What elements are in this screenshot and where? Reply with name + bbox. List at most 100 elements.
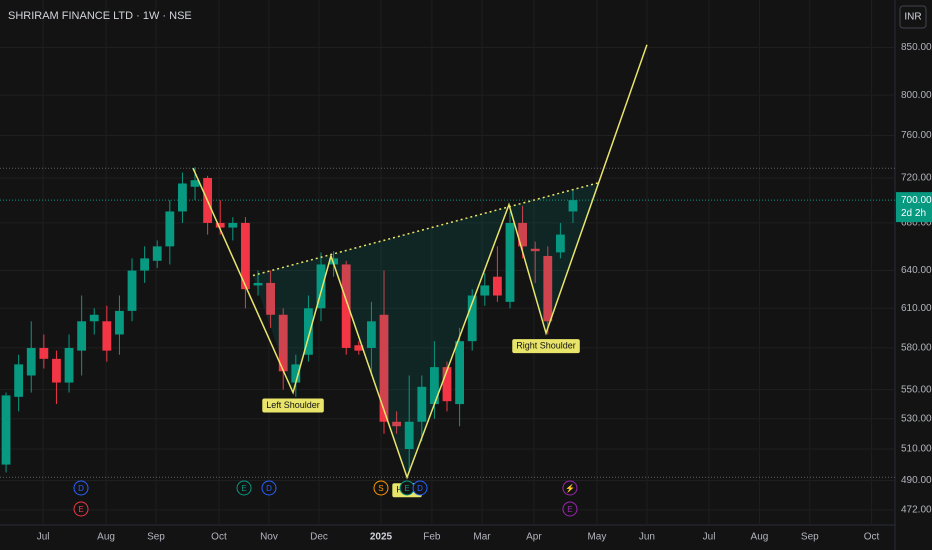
x-tick-label: Mar: [473, 532, 491, 543]
event-label: E: [241, 484, 246, 493]
candle-body: [341, 264, 351, 348]
candle-body: [102, 321, 112, 351]
y-tick-label: 530.00: [901, 413, 932, 424]
y-tick-label: 580.00: [901, 343, 932, 354]
annotation-label: Right Shoulder: [516, 341, 576, 351]
candle-body: [1, 395, 11, 465]
y-tick-label: 490.00: [901, 475, 932, 486]
candle-body: [392, 421, 402, 427]
pattern-fill: [252, 182, 600, 478]
candle-body: [530, 248, 540, 252]
event-icon: [562, 501, 578, 517]
candle-body: [429, 367, 439, 405]
x-tick-label: Oct: [864, 532, 880, 543]
y-tick-label: 720.00: [901, 173, 932, 184]
x-tick-label: Dec: [310, 532, 328, 543]
candle-body: [442, 367, 452, 402]
event-label: D: [78, 484, 84, 493]
x-tick-label: Nov: [260, 532, 278, 543]
x-tick-label: Aug: [751, 532, 769, 543]
candle-body: [190, 180, 200, 187]
candle-body: [379, 314, 389, 422]
candle-body: [14, 364, 24, 397]
candle-body: [89, 314, 99, 322]
candle-body: [215, 222, 225, 228]
y-tick-label: 510.00: [901, 444, 932, 455]
annotation: Left Shoulder: [262, 398, 324, 413]
candle-body: [555, 234, 565, 253]
candle-body: [291, 364, 301, 383]
y-tick-label: 640.00: [901, 265, 932, 276]
event-label: E: [567, 505, 572, 514]
event-label: E: [78, 505, 83, 514]
candle-body: [304, 308, 313, 355]
event-label: D: [417, 484, 423, 493]
x-tick-label: Sep: [147, 532, 165, 543]
candle-body: [77, 321, 87, 351]
candle-body: [417, 386, 427, 422]
candle-body: [480, 285, 490, 296]
candle-body: [455, 341, 465, 405]
event-icon: [562, 480, 578, 496]
candle-body: [467, 295, 477, 342]
candle-body: [492, 276, 502, 296]
candle-body: [64, 347, 74, 383]
last-price-tag: [896, 192, 932, 223]
candle-body: [26, 347, 36, 376]
candle-body: [568, 200, 578, 212]
candle-body: [52, 358, 61, 383]
x-tick-label: Jun: [639, 532, 655, 543]
axes: 472.00 490.00 510.00 530.00 550.00 580.00 610.…: [37, 42, 932, 543]
pattern-line: [192, 44, 648, 480]
annotation-label: Left Shoulder: [266, 400, 320, 410]
x-tick-label: Jul: [703, 532, 716, 543]
candle-body: [278, 314, 288, 372]
y-tick-label: 850.00: [901, 42, 932, 53]
candle-body: [165, 211, 175, 247]
candle-body: [366, 321, 376, 348]
candle-body: [140, 258, 150, 271]
event-label: S: [378, 484, 383, 493]
candle-body: [115, 310, 124, 335]
y-tick-label: 680.00: [901, 218, 932, 229]
event-icon: [261, 480, 277, 496]
candle-body: [404, 421, 414, 450]
event-icon: [73, 501, 89, 517]
candle-body: [152, 246, 162, 261]
last-price-label: 700.00: [901, 195, 932, 206]
event-icon: [412, 480, 428, 496]
candle-body: [253, 282, 263, 286]
currency-box[interactable]: [899, 5, 927, 29]
x-tick-label: Apr: [526, 532, 542, 543]
x-tick-label: Oct: [211, 532, 227, 543]
event-icon: [236, 480, 252, 496]
y-tick-label: 472.00: [901, 505, 932, 516]
annotation-box: [262, 398, 324, 413]
x-tick-label: May: [587, 532, 606, 543]
x-tick-label: Aug: [97, 532, 115, 543]
candle-body: [518, 222, 527, 247]
x-tick-label: Jul: [37, 532, 50, 543]
x-tick-label: Sep: [801, 532, 819, 543]
annotation-box: [512, 339, 580, 354]
event-label: E: [404, 484, 409, 493]
event-icon: [73, 480, 89, 496]
y-tick-label: 800.00: [901, 90, 932, 101]
x-tick-label: Feb: [423, 532, 441, 543]
candle-body: [316, 264, 326, 309]
annotation: Right Shoulder: [512, 339, 580, 354]
y-tick-label: 550.00: [901, 384, 932, 395]
candle-body: [505, 222, 515, 302]
candle-body: [266, 282, 276, 315]
event-icon: [373, 480, 389, 496]
y-tick-label: 610.00: [901, 303, 932, 314]
candle-body: [127, 270, 137, 311]
x-tick-label: 2025: [370, 532, 393, 543]
currency[interactable]: INR: [904, 12, 921, 23]
countdown: 2d 2h: [901, 208, 926, 219]
chart-title: SHRIRAM FINANCE LTD · 1W · NSE: [8, 10, 192, 22]
